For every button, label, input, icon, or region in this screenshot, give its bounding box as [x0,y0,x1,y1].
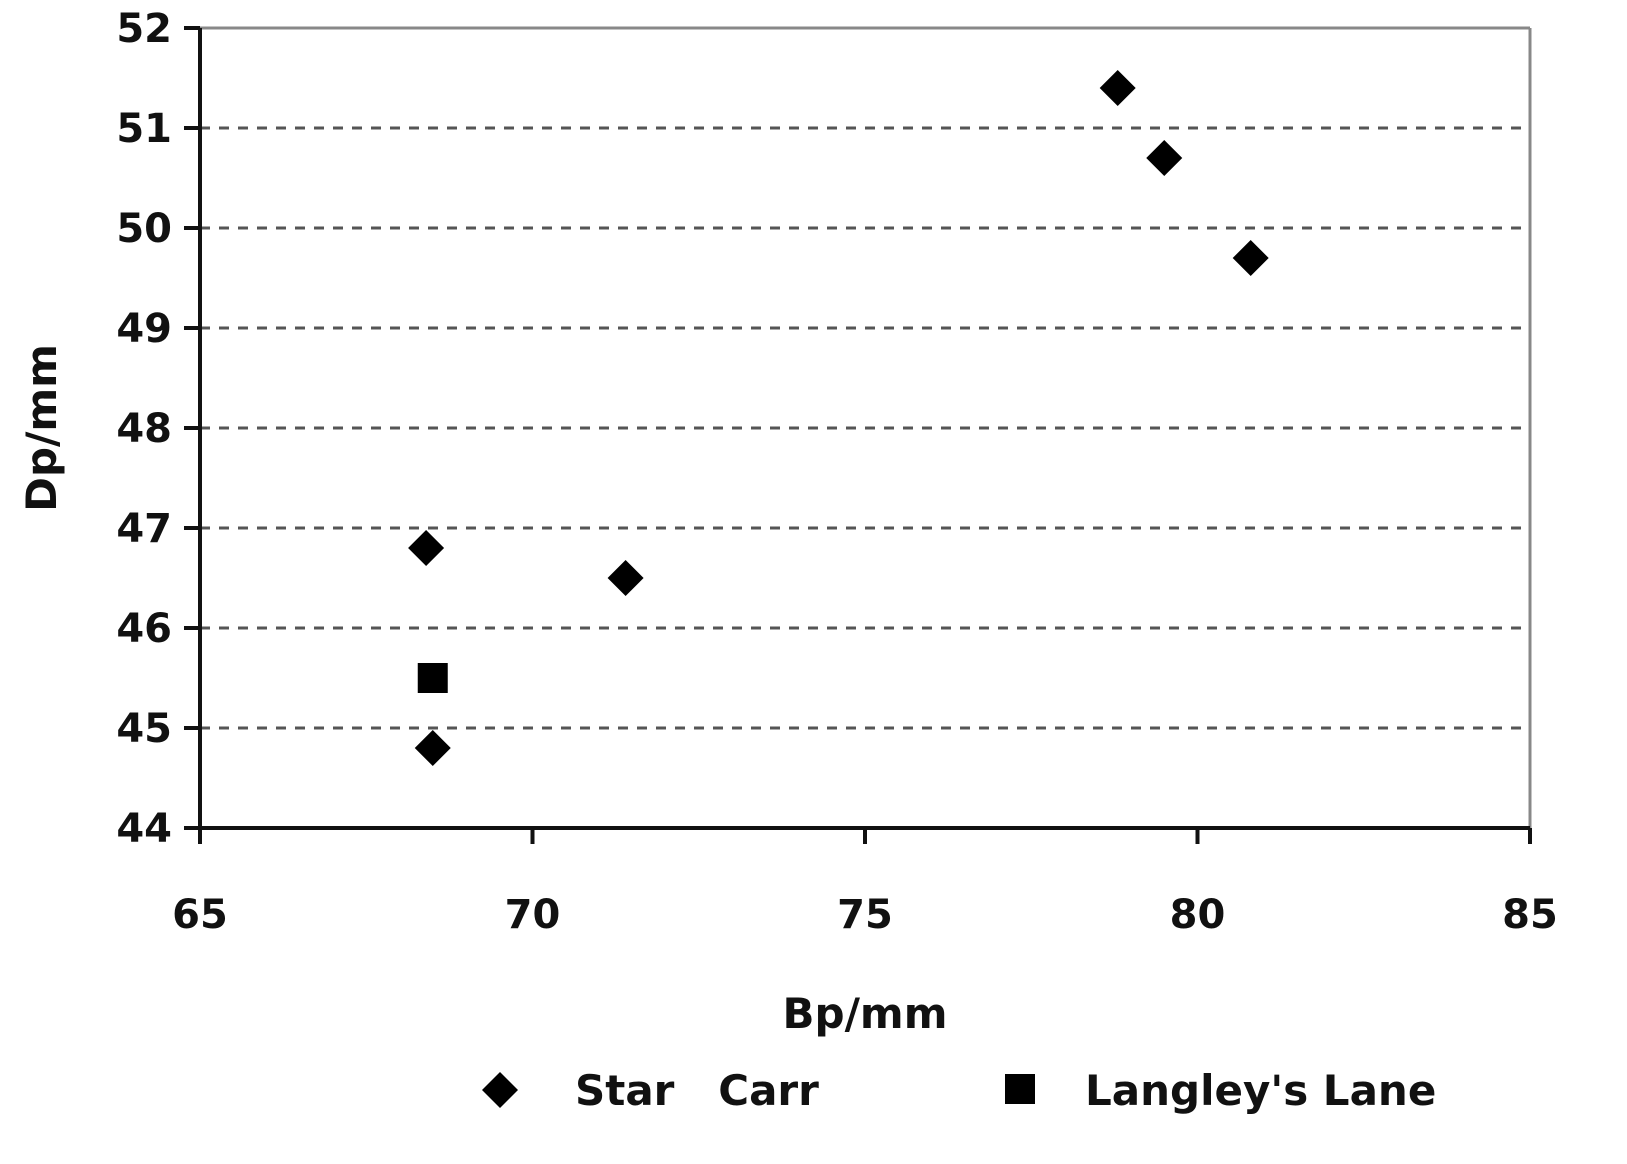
point-series-0-1 [1146,140,1183,176]
point-series-0-3 [408,530,445,566]
tick-labels: 44 45 46 47 48 49 50 51 52 65 70 75 80 85 [116,6,1558,938]
y-tick-label: 44 [116,806,172,852]
y-axis-title: Dp/mm [17,344,66,512]
legend-diamond-marker [482,1072,518,1108]
y-tick-label: 51 [116,106,172,152]
legend-square-marker [1005,1074,1035,1104]
legend: Star Carr Langley's Lane [482,1066,1436,1115]
y-tick-label: 50 [116,206,172,252]
x-tick-label: 65 [172,892,228,938]
x-tick-label: 75 [837,892,893,938]
data-points [408,70,1269,766]
x-tick-label: 70 [505,892,561,938]
point-series-1-0 [417,663,448,693]
point-series-0-2 [1232,240,1269,276]
y-tick-label: 46 [116,606,172,652]
y-tick-label: 45 [116,706,172,752]
x-tick-label: 85 [1502,892,1558,938]
y-tick-label: 47 [116,506,172,552]
x-axis-title: Bp/mm [783,989,948,1038]
y-tick-label: 48 [116,406,172,452]
y-tick-label: 52 [116,6,172,52]
x-tick-label: 80 [1170,892,1226,938]
point-series-0-5 [414,730,451,766]
legend-item-langleys-lane: Langley's Lane [1005,1066,1436,1115]
legend-label-langleys-lane: Langley's Lane [1085,1066,1436,1115]
gridlines [200,126,1530,730]
point-series-0-0 [1099,70,1136,106]
y-tick-label: 49 [116,306,172,352]
legend-item-star-carr: Star Carr [482,1066,819,1115]
legend-label-star-carr: Star Carr [575,1066,819,1115]
point-series-0-4 [607,560,644,596]
axes [184,26,1532,844]
